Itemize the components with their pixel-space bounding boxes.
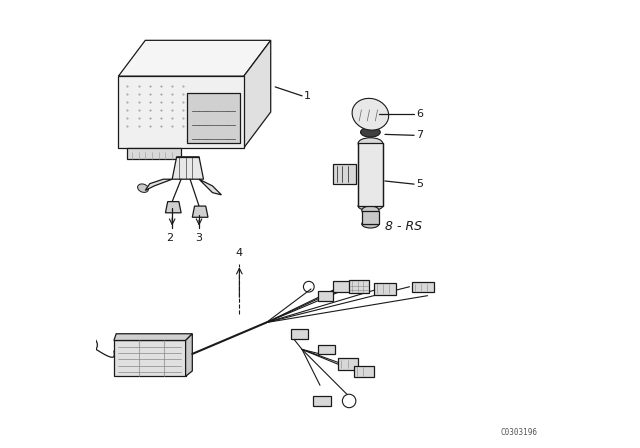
Polygon shape [244,40,271,148]
Ellipse shape [360,127,380,137]
Polygon shape [145,179,172,190]
Text: 3: 3 [196,233,202,243]
Polygon shape [412,282,435,292]
Text: C0303196: C0303196 [500,428,538,437]
Polygon shape [317,291,333,301]
Ellipse shape [138,184,148,192]
Polygon shape [338,358,358,370]
Text: 7: 7 [417,130,424,140]
Ellipse shape [358,202,383,211]
Polygon shape [333,281,351,293]
Text: 8 - RS: 8 - RS [385,220,422,233]
Text: 1: 1 [305,91,311,101]
Ellipse shape [362,220,379,228]
Text: 4: 4 [236,248,243,258]
Polygon shape [374,283,396,295]
Polygon shape [172,157,204,179]
Polygon shape [362,211,379,224]
Polygon shape [114,334,193,340]
Polygon shape [291,329,308,339]
Ellipse shape [358,138,383,149]
Polygon shape [127,148,181,159]
Polygon shape [118,40,271,76]
Polygon shape [358,143,383,206]
Ellipse shape [362,206,379,215]
Text: 5: 5 [417,179,423,189]
Text: 2: 2 [166,233,173,243]
Text: 6: 6 [417,109,423,119]
Polygon shape [188,93,240,143]
Polygon shape [193,206,208,217]
Polygon shape [118,76,244,148]
Polygon shape [186,334,193,376]
Polygon shape [317,345,335,354]
Polygon shape [114,340,186,376]
Ellipse shape [352,99,388,130]
Polygon shape [199,179,221,195]
Polygon shape [165,202,181,213]
Polygon shape [349,280,369,293]
Polygon shape [314,396,332,406]
Polygon shape [333,164,356,184]
Polygon shape [353,366,374,377]
